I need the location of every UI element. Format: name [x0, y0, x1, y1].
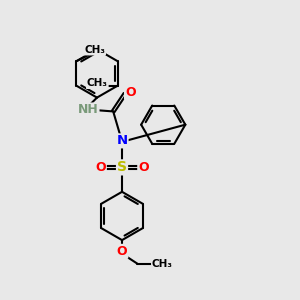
Text: O: O — [138, 161, 149, 174]
Text: O: O — [95, 161, 106, 174]
Text: O: O — [117, 245, 127, 258]
Text: CH₃: CH₃ — [84, 45, 105, 55]
Text: CH₃: CH₃ — [152, 259, 173, 269]
Text: NH: NH — [78, 103, 98, 116]
Text: O: O — [125, 86, 136, 99]
Text: N: N — [116, 134, 128, 147]
Text: S: S — [117, 160, 127, 174]
Text: CH₃: CH₃ — [87, 78, 108, 88]
